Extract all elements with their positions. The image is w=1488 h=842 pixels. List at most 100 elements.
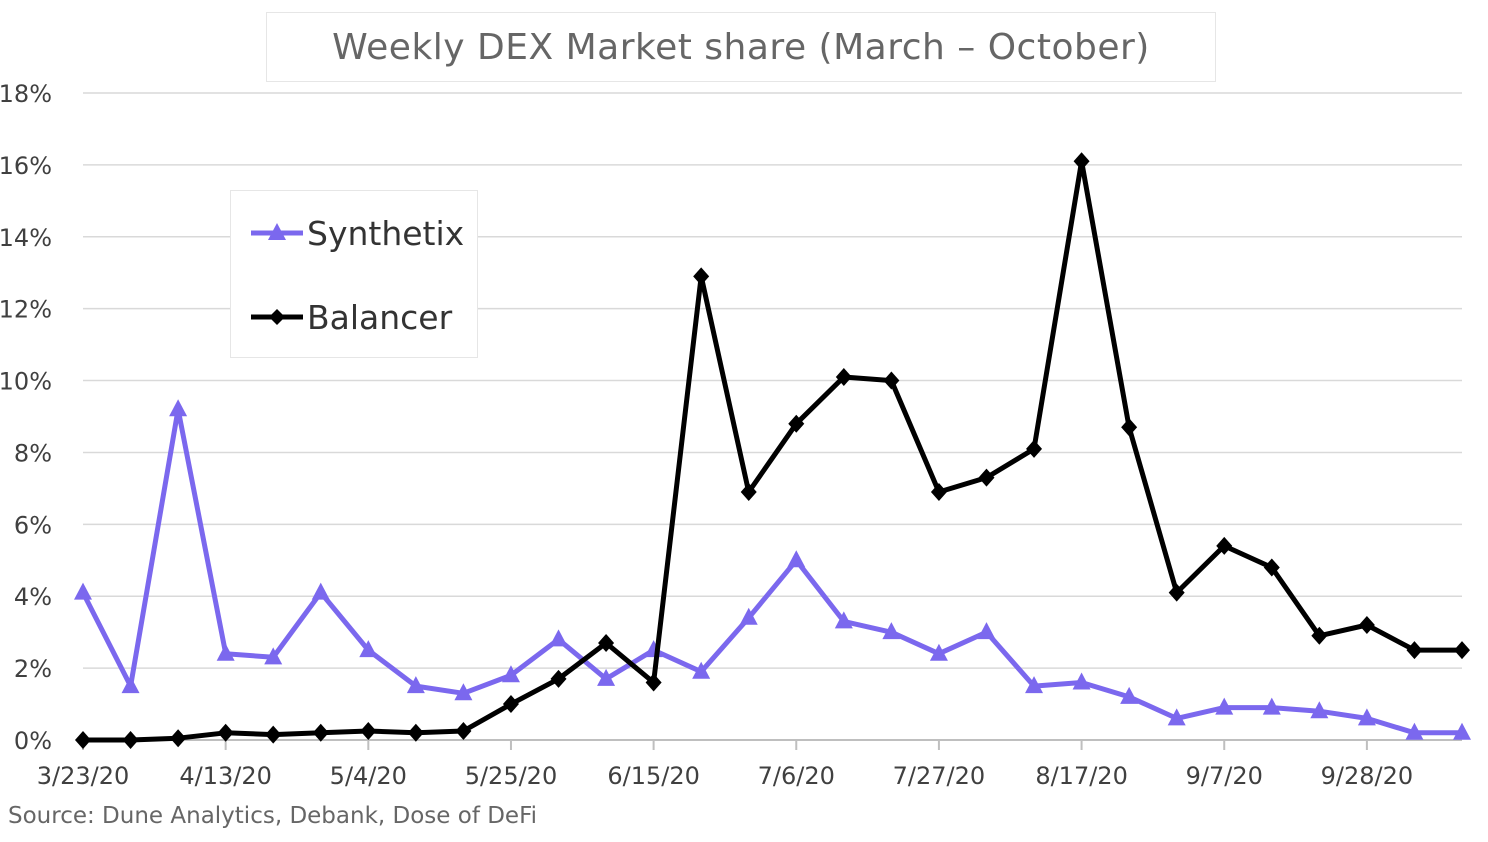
data-point-balancer bbox=[1311, 626, 1328, 645]
x-tick-label: 8/17/20 bbox=[1035, 762, 1128, 790]
y-tick-label: 8% bbox=[14, 439, 52, 467]
y-tick-label: 0% bbox=[14, 727, 52, 755]
x-tick-labels: 3/23/20 4/13/20 5/4/20 5/25/20 6/15/20 7/6/20… bbox=[37, 762, 1413, 790]
data-point-balancer bbox=[75, 731, 91, 749]
data-point-synthetix bbox=[1405, 722, 1424, 740]
data-point-synthetix bbox=[1310, 701, 1329, 719]
y-tick-label: 4% bbox=[14, 583, 52, 611]
legend-item-balancer: Balancer bbox=[249, 295, 452, 339]
series-lines bbox=[74, 152, 1471, 749]
data-point-synthetix bbox=[597, 668, 616, 686]
data-point-balancer bbox=[502, 695, 519, 714]
data-point-balancer bbox=[1168, 583, 1185, 602]
data-point-synthetix bbox=[1262, 697, 1281, 715]
x-tick-label: 9/28/20 bbox=[1321, 762, 1414, 790]
legend-label-balancer: Balancer bbox=[307, 297, 453, 337]
data-point-balancer bbox=[1454, 641, 1470, 660]
data-point-synthetix bbox=[739, 607, 758, 625]
data-point-balancer bbox=[550, 669, 567, 688]
data-point-synthetix bbox=[787, 550, 806, 568]
data-point-synthetix bbox=[1357, 708, 1376, 726]
data-point-balancer bbox=[1358, 615, 1375, 634]
data-point-balancer bbox=[170, 729, 187, 748]
data-point-synthetix bbox=[359, 640, 378, 658]
data-point-balancer bbox=[407, 723, 424, 742]
diamond-marker-icon bbox=[251, 309, 303, 325]
chart-title: Weekly DEX Market share (March – October… bbox=[332, 26, 1150, 68]
data-point-balancer bbox=[265, 725, 282, 744]
data-point-synthetix bbox=[692, 661, 711, 679]
gridlines bbox=[83, 92, 1462, 669]
data-point-synthetix bbox=[121, 676, 140, 694]
data-point-synthetix bbox=[549, 629, 568, 647]
y-tick-label: 12% bbox=[0, 296, 52, 324]
triangle-marker-icon bbox=[251, 223, 303, 240]
chart-title-box: Weekly DEX Market share (March – October… bbox=[266, 12, 1216, 82]
data-point-synthetix bbox=[74, 582, 92, 600]
y-tick-label: 18% bbox=[0, 80, 52, 108]
data-point-balancer bbox=[217, 723, 234, 742]
x-tick-label: 7/6/20 bbox=[758, 762, 835, 790]
data-point-synthetix bbox=[216, 643, 235, 661]
legend: Synthetix Balancer bbox=[230, 190, 478, 358]
y-tick-label: 2% bbox=[14, 655, 52, 683]
series-line-synthetix bbox=[80, 406, 1462, 736]
data-point-balancer bbox=[1263, 558, 1280, 577]
data-point-balancer bbox=[978, 468, 995, 487]
data-point-balancer bbox=[788, 414, 805, 433]
x-tick-label: 3/23/20 bbox=[37, 762, 130, 790]
data-point-synthetix bbox=[882, 622, 901, 640]
x-tick-label: 6/15/20 bbox=[607, 762, 700, 790]
data-point-balancer bbox=[930, 482, 947, 501]
data-point-synthetix bbox=[454, 683, 473, 701]
legend-item-synthetix: Synthetix bbox=[249, 211, 464, 255]
data-point-balancer bbox=[360, 722, 377, 741]
data-point-synthetix bbox=[1072, 672, 1091, 690]
x-tick-label: 5/4/20 bbox=[330, 762, 407, 790]
x-tick-label: 7/27/20 bbox=[893, 762, 986, 790]
data-point-balancer bbox=[835, 367, 852, 386]
y-tick-labels: 0% 2% 4% 6% 8% 10% 12% 14% 16% 18% bbox=[0, 80, 52, 755]
y-tick-label: 16% bbox=[0, 152, 52, 180]
data-point-balancer bbox=[740, 482, 757, 501]
x-tick-label: 9/7/20 bbox=[1186, 762, 1263, 790]
data-point-balancer bbox=[312, 723, 329, 742]
data-point-synthetix bbox=[264, 647, 283, 665]
series-balancer bbox=[75, 152, 1470, 749]
data-point-balancer bbox=[1406, 641, 1423, 660]
y-tick-label: 14% bbox=[0, 224, 52, 252]
series-line-balancer bbox=[83, 158, 1462, 743]
y-tick-label: 10% bbox=[0, 368, 52, 396]
data-point-balancer bbox=[1121, 418, 1138, 437]
legend-label-synthetix: Synthetix bbox=[307, 213, 465, 253]
data-point-balancer bbox=[1216, 536, 1233, 555]
data-point-balancer bbox=[645, 673, 662, 692]
x-tick-label: 5/25/20 bbox=[465, 762, 558, 790]
data-point-synthetix bbox=[1025, 676, 1044, 694]
y-tick-label: 6% bbox=[14, 511, 52, 539]
series-synthetix bbox=[74, 399, 1471, 740]
data-point-balancer bbox=[883, 371, 900, 390]
data-point-balancer bbox=[122, 731, 139, 749]
data-point-balancer bbox=[598, 633, 615, 652]
data-point-synthetix bbox=[1167, 708, 1186, 726]
data-point-synthetix bbox=[1453, 722, 1471, 740]
data-point-synthetix bbox=[977, 622, 996, 640]
data-point-balancer bbox=[1026, 439, 1043, 458]
data-point-balancer bbox=[693, 267, 710, 286]
data-point-synthetix bbox=[169, 399, 188, 417]
data-point-synthetix bbox=[406, 676, 425, 694]
data-point-synthetix bbox=[311, 582, 330, 600]
data-point-synthetix bbox=[929, 643, 948, 661]
data-point-balancer bbox=[455, 722, 472, 741]
data-point-synthetix bbox=[834, 611, 853, 629]
data-point-synthetix bbox=[501, 665, 520, 683]
axes bbox=[82, 739, 1462, 750]
data-point-synthetix bbox=[1215, 697, 1234, 715]
data-point-synthetix bbox=[1120, 686, 1139, 704]
source-note: Source: Dune Analytics, Debank, Dose of … bbox=[8, 803, 538, 829]
data-point-balancer bbox=[1073, 152, 1090, 171]
x-tick-label: 4/13/20 bbox=[179, 762, 272, 790]
